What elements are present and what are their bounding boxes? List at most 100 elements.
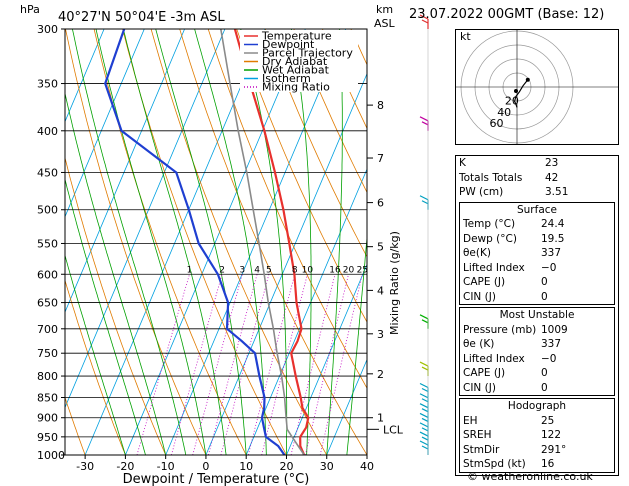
most-unstable-label: CAPE (J) <box>463 367 506 379</box>
wind-barb <box>419 422 429 437</box>
profile-dewpoint <box>104 29 286 455</box>
wind-barb-flag <box>419 314 429 320</box>
hodograph-stat-label: SREH <box>463 429 492 441</box>
mixing-ratio-label: 10 <box>302 265 314 275</box>
hodograph-stat-label: StmSpd (kt) <box>463 458 526 470</box>
surface-row: Temp (°C) 24.4 <box>460 217 614 232</box>
wind-barb-flag <box>419 14 429 20</box>
wind-barb-flag <box>421 408 429 413</box>
wind-barb-flag <box>419 431 429 437</box>
dry-adiabat-line <box>65 396 86 455</box>
wind-barb-flag <box>419 195 429 201</box>
isotherm-line <box>286 263 367 455</box>
km-tick-label: 4 <box>377 284 384 297</box>
surface-label: CAPE (J) <box>463 276 506 288</box>
most-unstable-row: CAPE (J) 0 <box>460 366 614 381</box>
legend-label: Isotherm <box>262 72 311 85</box>
wind-barb-flag <box>419 361 429 367</box>
mixing-ratio-label: 16 <box>329 265 341 275</box>
pressure-tick-label: 700 <box>37 323 58 336</box>
index-value: 42 <box>545 171 559 184</box>
hodograph-stats-list: EH 25 SREH 122 StmDir 291° StmSpd (kt) 16 <box>460 414 614 472</box>
most-unstable-label: Lifted Index <box>463 352 525 365</box>
surface-value: 19.5 <box>541 232 565 245</box>
hodograph-ring-label: 40 <box>497 106 511 119</box>
legend-label: Parcel Trajectory <box>262 47 353 60</box>
mixing-ratio-label: 2 <box>219 265 225 275</box>
wind-barb <box>419 195 429 210</box>
wind-barb-flag <box>419 412 429 418</box>
x-axis-label: Dewpoint / Temperature (°C) <box>123 472 310 486</box>
pressure-tick-label: 450 <box>37 166 58 179</box>
hodograph-stats-title: Hodograph <box>507 400 567 412</box>
most-unstable-title: Most Unstable <box>499 309 575 321</box>
surface-row: CIN (J) 0 <box>460 290 614 305</box>
index-row: K 23 <box>456 156 618 171</box>
surface-value: 0 <box>541 290 548 303</box>
most-unstable-value: 1009 <box>541 323 568 336</box>
most-unstable-value: 0 <box>541 381 548 394</box>
pressure-tick-label: 950 <box>37 431 58 444</box>
isotherm-line <box>0 29 24 455</box>
wind-barb-flag <box>421 445 429 450</box>
most-unstable-row: θe (K) 337 <box>460 337 614 352</box>
mixing-ratio-line <box>171 274 223 455</box>
pressure-unit-label: hPa <box>20 3 40 16</box>
most-unstable-list: Pressure (mb) 1009 θe (K) 337 Lifted Index −0… <box>460 323 614 396</box>
dry-adiabat-line <box>293 29 367 194</box>
most-unstable-value: 337 <box>541 338 562 350</box>
surface-value: 0 <box>541 276 548 288</box>
wind-barb-flag <box>421 200 429 205</box>
x-tick-label: 10 <box>239 460 253 473</box>
mixing-ratio-label: 5 <box>266 265 272 275</box>
most-unstable-label: CIN (J) <box>463 381 496 394</box>
isotherm-line <box>245 168 367 455</box>
credit-label: © weatheronline.co.uk <box>467 470 593 483</box>
indices-panel: K 23 Totals Totals 42 PW (cm) 3.51 Surface Te… <box>455 155 619 476</box>
wind-barb-flag <box>419 422 429 428</box>
legend-background <box>240 30 358 92</box>
surface-row: Dewp (°C) 19.5 <box>460 232 614 247</box>
wind-barb-flag <box>421 366 429 371</box>
km-tick-label: 3 <box>377 328 384 341</box>
km-tick-label: 5 <box>377 241 384 254</box>
location-label: 40°27'N 50°04'E -3m ASL <box>58 10 225 25</box>
index-label: Totals Totals <box>459 171 523 184</box>
surface-row: Lifted Index −0 <box>460 261 614 276</box>
hodograph-stats-box: Hodograph EH 25 SREH 122 StmDir 291° StmSpd (k… <box>459 398 615 473</box>
wind-barb-flag <box>421 427 429 432</box>
wind-barb <box>419 14 429 29</box>
hodograph-point <box>525 77 530 82</box>
hodograph-unit-label: kt <box>460 30 471 43</box>
isotherm-line <box>205 72 367 455</box>
wind-barb <box>419 440 429 455</box>
legend-label: Dry Adiabat <box>262 55 328 68</box>
pressure-tick-label: 350 <box>37 78 58 91</box>
km-tick-label: 1 <box>377 412 384 425</box>
pressure-tick-label: 1000 <box>37 449 65 462</box>
surface-label: Dewp (°C) <box>463 232 517 245</box>
pressure-tick-label: 550 <box>37 237 58 250</box>
most-unstable-box: Most Unstable Pressure (mb) 1009 θe (K) 337… <box>459 307 615 396</box>
dry-adiabat-line <box>264 29 367 258</box>
km-tick-label: 2 <box>377 368 384 381</box>
mixing-ratio-line <box>305 274 349 455</box>
profile-temperature <box>233 29 310 455</box>
hodograph-trace <box>513 79 529 108</box>
hodograph-stat-value: 122 <box>541 429 562 441</box>
hodograph-stat-value: 16 <box>541 458 555 470</box>
pressure-tick-label: 850 <box>37 391 58 404</box>
hodograph-stat-label: EH <box>463 414 478 427</box>
hodograph-stat-row: EH 25 <box>460 414 614 429</box>
wind-barb-flag <box>421 417 429 422</box>
x-tick-label: 40 <box>360 460 374 473</box>
hodograph-stat-label: StmDir <box>463 443 500 456</box>
surface-label: Temp (°C) <box>463 218 516 230</box>
isotherm-line <box>326 358 367 455</box>
index-label: K <box>459 157 466 169</box>
isotherm-line <box>84 29 266 455</box>
surface-value: 24.4 <box>541 218 565 230</box>
km-tick-label: 7 <box>377 152 384 165</box>
wind-barb-flag <box>419 116 429 122</box>
